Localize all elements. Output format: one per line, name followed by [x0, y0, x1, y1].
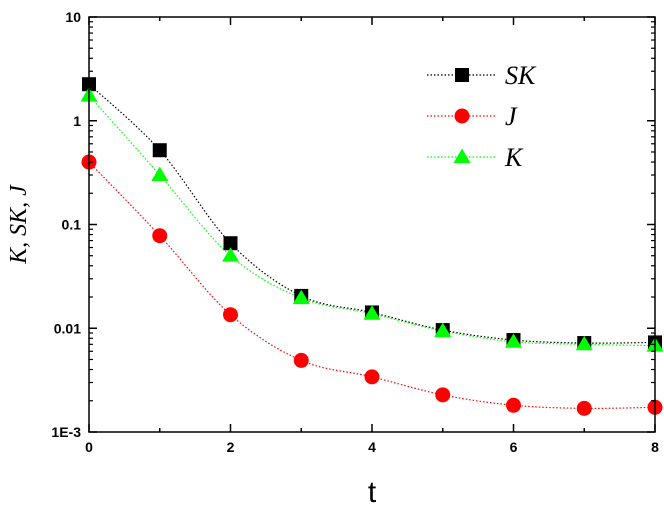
legend-marker-k: [453, 148, 471, 163]
point-j: [152, 228, 168, 244]
point-k: [222, 247, 239, 262]
y-tick-label: 10: [65, 9, 81, 25]
point-j: [223, 307, 238, 323]
point-j: [293, 352, 309, 368]
x-tick-label: 6: [510, 439, 518, 455]
y-tick-label: 0.1: [62, 217, 82, 233]
point-k: [434, 322, 452, 337]
legend-label-j: J: [505, 102, 518, 131]
x-axis: 0 2 4 6 8: [85, 17, 659, 455]
point-j: [435, 387, 451, 403]
point-j: [506, 397, 521, 413]
x-tick-label: 4: [368, 439, 376, 455]
legend-marker-sk: [455, 68, 469, 82]
point-k: [151, 166, 169, 181]
point-k: [363, 305, 381, 320]
legend: SK JK: [427, 61, 537, 172]
fit-curves: [88, 83, 656, 410]
point-j: [364, 369, 380, 385]
data-markers: [80, 77, 664, 416]
curve-sk: [88, 83, 656, 344]
point-sk: [223, 236, 238, 251]
x-tick-label: 8: [651, 439, 659, 455]
y-tick-label: 0.01: [54, 320, 81, 336]
y-axis-label: K, SK, J: [6, 184, 32, 265]
legend-label-k: K: [504, 143, 524, 172]
point-sk: [152, 143, 167, 158]
y-tick-label: 1E-3: [51, 424, 81, 440]
curve-j: [88, 161, 656, 410]
point-j: [576, 400, 592, 416]
point-k: [575, 335, 593, 351]
x-tick-label: 2: [227, 439, 235, 455]
curve-k: [88, 95, 656, 347]
legend-label-sk: SK: [505, 61, 537, 90]
y-axis: 1E-3 0.01 0.1 1 10: [51, 9, 655, 440]
x-tick-label: 0: [85, 439, 93, 455]
point-k: [292, 289, 310, 305]
y-tick-label: 1: [73, 113, 81, 129]
point-k: [505, 333, 522, 348]
x-axis-label: t: [368, 476, 377, 509]
legend-marker-j: [454, 108, 470, 124]
